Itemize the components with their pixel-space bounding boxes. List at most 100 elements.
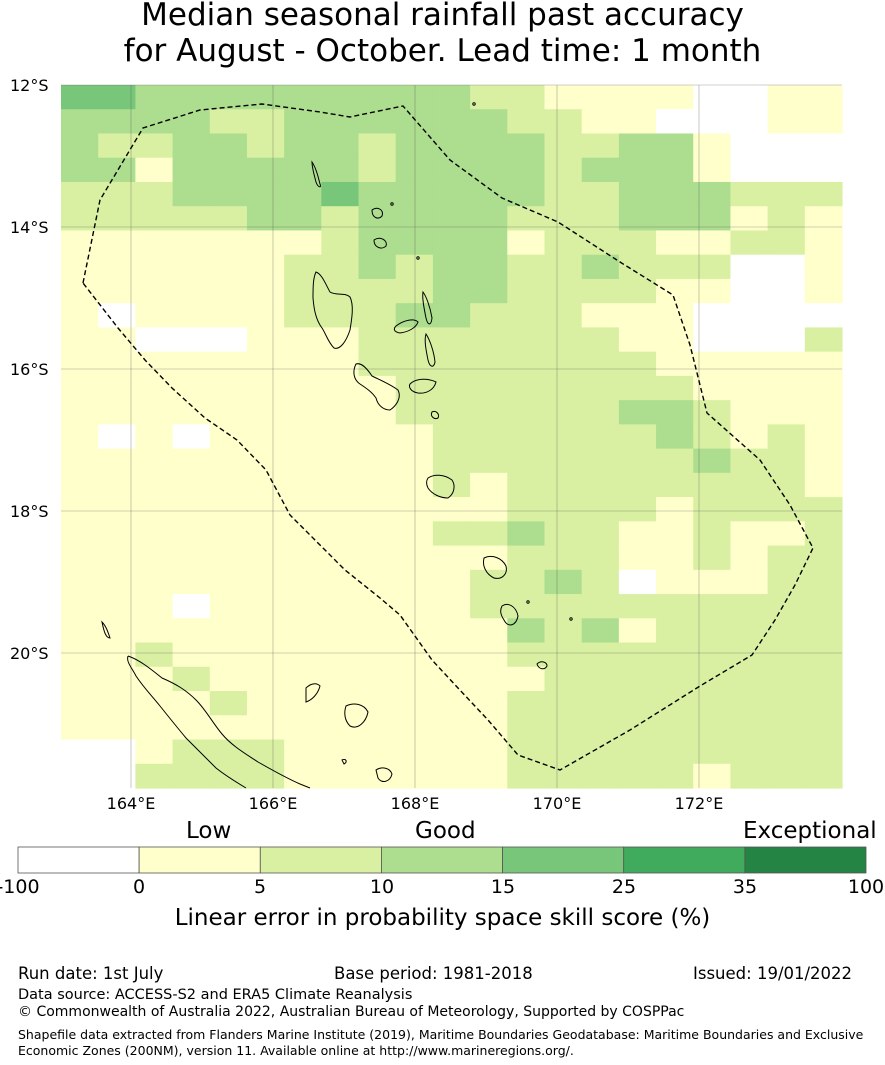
grid-cell xyxy=(209,181,248,207)
grid-cell xyxy=(544,715,583,741)
grid-cell xyxy=(544,133,583,159)
grid-cell xyxy=(209,254,248,280)
grid-cell xyxy=(284,278,322,304)
island-belep xyxy=(101,620,111,639)
grid-cell xyxy=(432,521,471,547)
grid-cell xyxy=(395,230,434,256)
grid-cell xyxy=(321,375,360,401)
eez-boundary xyxy=(82,103,814,771)
grid-cell xyxy=(135,666,174,692)
grid-cell xyxy=(618,278,657,304)
grid-cell xyxy=(804,666,843,692)
island-gaua xyxy=(373,237,387,249)
grid-cell xyxy=(98,303,136,329)
grid-cell xyxy=(470,521,508,547)
grid-cell xyxy=(507,691,546,716)
grid-cell xyxy=(321,133,360,159)
grid-cell xyxy=(581,254,620,280)
grid-cell xyxy=(767,715,806,741)
run-date: Run date: 1st July xyxy=(18,964,164,983)
grid-cell xyxy=(544,569,583,595)
grid-cell xyxy=(804,254,843,280)
grid-cell xyxy=(209,472,248,498)
island-torres xyxy=(311,160,321,188)
grid-cell xyxy=(544,400,583,425)
grid-cell xyxy=(98,472,136,498)
grid-cell xyxy=(581,666,620,692)
grid-cell xyxy=(395,303,434,329)
grid-cell xyxy=(209,618,248,644)
grid-cell xyxy=(581,424,620,450)
grid-cell xyxy=(656,594,694,619)
grid-cell xyxy=(470,230,508,256)
grid-cell xyxy=(507,133,546,159)
grid-cell xyxy=(284,594,322,619)
grid-cell xyxy=(544,327,583,353)
grid-cell xyxy=(767,642,806,668)
grid-cell xyxy=(172,424,211,450)
grid-cell xyxy=(135,715,174,741)
grid-cell xyxy=(470,351,508,377)
grid-cell xyxy=(98,278,136,304)
grid-cell xyxy=(656,109,694,135)
grid-cell xyxy=(767,206,806,232)
grid-cell xyxy=(172,763,211,789)
grid-cell xyxy=(246,715,285,741)
grid-cell xyxy=(693,763,732,789)
grid-cell xyxy=(135,157,174,183)
grid-cell xyxy=(135,230,174,256)
grid-cell xyxy=(432,278,471,304)
grid-cell xyxy=(395,521,434,547)
grid-cell xyxy=(358,133,397,159)
grid-cell xyxy=(656,133,694,159)
grid-cell xyxy=(209,691,248,716)
grid-cell xyxy=(98,424,136,450)
grid-cell xyxy=(618,85,657,110)
grid-cell xyxy=(98,691,136,716)
grid-cell xyxy=(507,497,546,522)
grid-cell xyxy=(730,521,769,547)
grid-cell xyxy=(172,715,211,741)
grid-cell xyxy=(544,85,583,110)
grid-cell xyxy=(432,206,471,232)
grid-cell xyxy=(804,303,843,329)
grid-cell xyxy=(358,715,397,741)
grid-cell xyxy=(284,85,322,110)
grid-cell xyxy=(395,375,434,401)
map-title-line-1: Median seasonal rainfall past accuracy xyxy=(141,0,744,33)
grid-cell xyxy=(507,278,546,304)
grid-cell xyxy=(284,472,322,498)
grid-cell xyxy=(767,375,806,401)
grid-cell xyxy=(172,327,211,353)
grid-cell xyxy=(395,739,434,765)
grid-cell xyxy=(507,375,546,401)
grid-cell xyxy=(730,424,769,450)
grid-cell xyxy=(656,472,694,498)
grid-cell xyxy=(358,497,397,522)
grid-cell xyxy=(321,618,360,644)
grid-cell xyxy=(730,618,769,644)
grid-cell xyxy=(358,691,397,716)
grid-cell xyxy=(618,303,657,329)
grid-cell xyxy=(395,545,434,571)
grid-cell xyxy=(656,521,694,547)
grid-cell xyxy=(618,472,657,498)
grid-cell xyxy=(432,642,471,668)
grid-cell xyxy=(470,497,508,522)
grid-cell xyxy=(321,157,360,183)
grid-cell xyxy=(209,303,248,329)
grid-cell xyxy=(544,497,583,522)
grid-cell xyxy=(358,521,397,547)
grid-cell xyxy=(209,400,248,425)
grid-cell xyxy=(135,545,174,571)
grid-cell xyxy=(767,763,806,789)
grid-cell xyxy=(618,254,657,280)
category-good: Good xyxy=(415,818,476,844)
grid-cell xyxy=(135,400,174,425)
grid-cell xyxy=(618,181,657,207)
grid-cell xyxy=(581,691,620,716)
grid-cell xyxy=(730,497,769,522)
grid-cell xyxy=(693,254,732,280)
grid-cell xyxy=(395,472,434,498)
grid-cell xyxy=(358,181,397,207)
